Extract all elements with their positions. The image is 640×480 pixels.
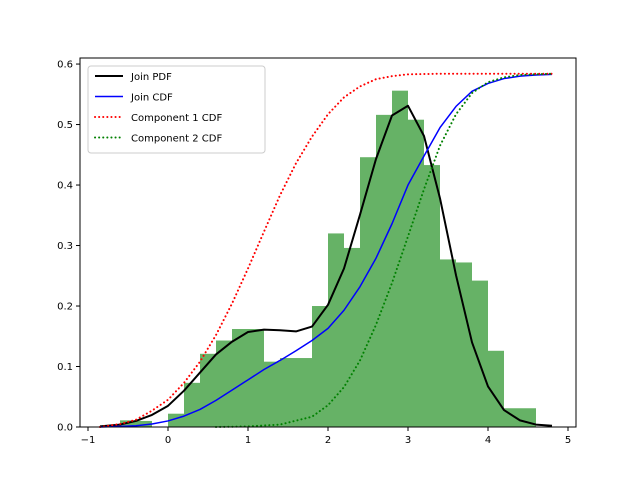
histogram-bar-20 bbox=[440, 259, 456, 427]
x-tick-label: 2 bbox=[325, 435, 331, 446]
histogram-bar-5 bbox=[200, 353, 216, 427]
x-tick-label: 3 bbox=[405, 435, 411, 446]
legend: Join PDF Join CDF Component 1 CDF Component… bbox=[87, 65, 266, 154]
y-axis-ticks: 0.0 0.1 0.2 0.3 0.4 0.5 0.6 bbox=[57, 60, 80, 434]
histogram-bar-13 bbox=[328, 233, 344, 427]
legend-label-join-cdf: Join CDF bbox=[130, 93, 173, 104]
x-tick-label: 4 bbox=[485, 435, 491, 446]
histogram-bar-9 bbox=[264, 361, 280, 427]
histogram-bar-16 bbox=[376, 114, 392, 427]
histogram-bar-19 bbox=[424, 165, 440, 427]
histogram-bar-6 bbox=[216, 340, 232, 427]
x-axis-ticks: −1 0 1 2 3 4 5 bbox=[81, 427, 571, 446]
histogram-bar-1 bbox=[136, 420, 152, 427]
series-line-component-1-cdf bbox=[99, 72, 553, 428]
x-tick-label: 5 bbox=[565, 435, 571, 446]
histogram-bar-14 bbox=[344, 247, 360, 427]
histogram-bar-18 bbox=[408, 119, 424, 428]
x-tick-label: −1 bbox=[81, 435, 96, 446]
y-tick-label: 0.0 bbox=[57, 423, 73, 434]
histogram-bar-8 bbox=[248, 329, 264, 427]
series-lines bbox=[99, 72, 553, 428]
histogram-bar-21 bbox=[456, 262, 472, 427]
histogram-bar-22 bbox=[472, 280, 488, 427]
x-tick-label: 0 bbox=[165, 435, 171, 446]
histogram-bar-12 bbox=[312, 306, 328, 427]
series-line-join-cdf bbox=[99, 73, 553, 428]
histogram-bar-15 bbox=[360, 157, 376, 428]
y-tick-label: 0.6 bbox=[57, 60, 73, 71]
legend-label-join-pdf: Join PDF bbox=[130, 72, 172, 83]
y-tick-label: 0.1 bbox=[57, 362, 73, 373]
y-tick-label: 0.2 bbox=[57, 302, 73, 313]
series-line-join-pdf bbox=[99, 104, 553, 428]
histogram-bar-4 bbox=[184, 382, 200, 427]
x-tick-label: 1 bbox=[245, 435, 251, 446]
histogram-bar-10 bbox=[280, 358, 296, 427]
histogram-bar-7 bbox=[232, 329, 248, 427]
histogram-bar-17 bbox=[392, 90, 408, 427]
histogram-bar-11 bbox=[296, 358, 312, 427]
histogram-bar-23 bbox=[488, 350, 504, 427]
legend-label-component-1-cdf: Component 1 CDF bbox=[131, 113, 222, 124]
legend-label-component-2-cdf: Component 2 CDF bbox=[131, 134, 222, 145]
y-tick-label: 0.4 bbox=[57, 181, 73, 192]
y-tick-label: 0.5 bbox=[57, 120, 73, 131]
legend-box bbox=[87, 65, 266, 154]
y-tick-label: 0.3 bbox=[57, 241, 73, 252]
plot-area bbox=[99, 72, 553, 428]
